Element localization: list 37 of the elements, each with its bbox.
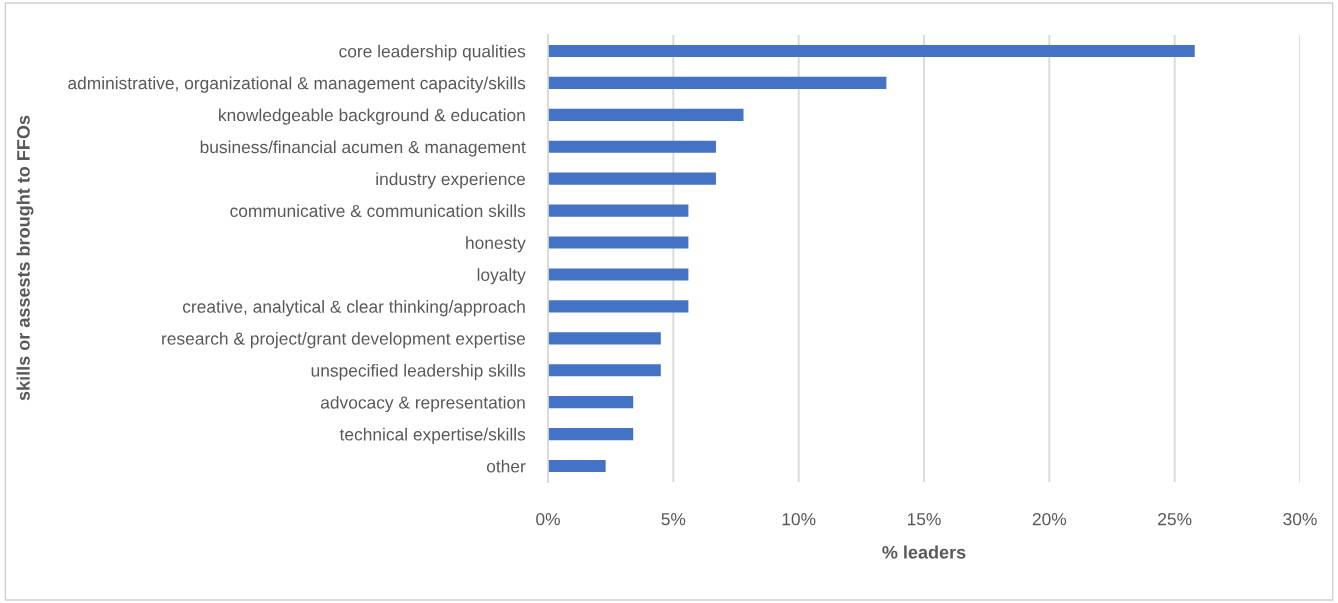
y-tick-label: advocacy & representation	[320, 395, 525, 413]
y-tick-label: core leadership qualities	[339, 44, 526, 61]
bar	[548, 44, 1195, 58]
x-tick-label: 25%	[1158, 513, 1192, 526]
y-tick-label: honesty	[466, 236, 526, 253]
y-axis-title: skills or assests brought to FFOs	[16, 115, 34, 401]
bar	[548, 204, 689, 217]
x-tick-label: 5%	[661, 513, 686, 526]
y-tick-label: unspecified leadership skills	[311, 363, 526, 381]
x-tick-label: 10%	[782, 513, 816, 526]
x-tick-label: 15%	[907, 513, 941, 526]
y-tick-label: creative, analytical & clear thinking/approach	[182, 300, 525, 317]
bar	[548, 364, 661, 377]
bar	[548, 172, 716, 185]
bar	[548, 300, 689, 313]
bar	[548, 428, 634, 441]
y-tick-label: other	[486, 459, 526, 473]
y-tick-label: knowledgeable background & education	[219, 108, 525, 125]
y-tick-label: communicative & communication skills	[230, 204, 526, 218]
x-axis-title: % leaders	[882, 545, 966, 559]
y-tick-label: industry experience	[376, 172, 526, 189]
bar	[548, 140, 716, 153]
bar	[548, 236, 689, 249]
bar	[548, 396, 634, 409]
bar	[548, 76, 887, 89]
y-tick-label: administrative, organizational & management capacity/skills	[68, 76, 526, 93]
y-tick-label: technical expertise/skills	[339, 427, 526, 444]
x-tick-label: 0%	[536, 513, 560, 526]
x-tick-label: 30%	[1283, 513, 1317, 526]
y-tick-label: loyalty	[477, 268, 526, 285]
bar	[548, 268, 689, 281]
bar	[548, 459, 606, 473]
bar	[548, 332, 661, 345]
bar	[548, 108, 744, 121]
x-tick-label: 20%	[1032, 513, 1067, 526]
y-tick-label: business/financial acumen & management	[200, 140, 526, 157]
y-tick-label: research & project/grant development expertise	[162, 332, 526, 349]
